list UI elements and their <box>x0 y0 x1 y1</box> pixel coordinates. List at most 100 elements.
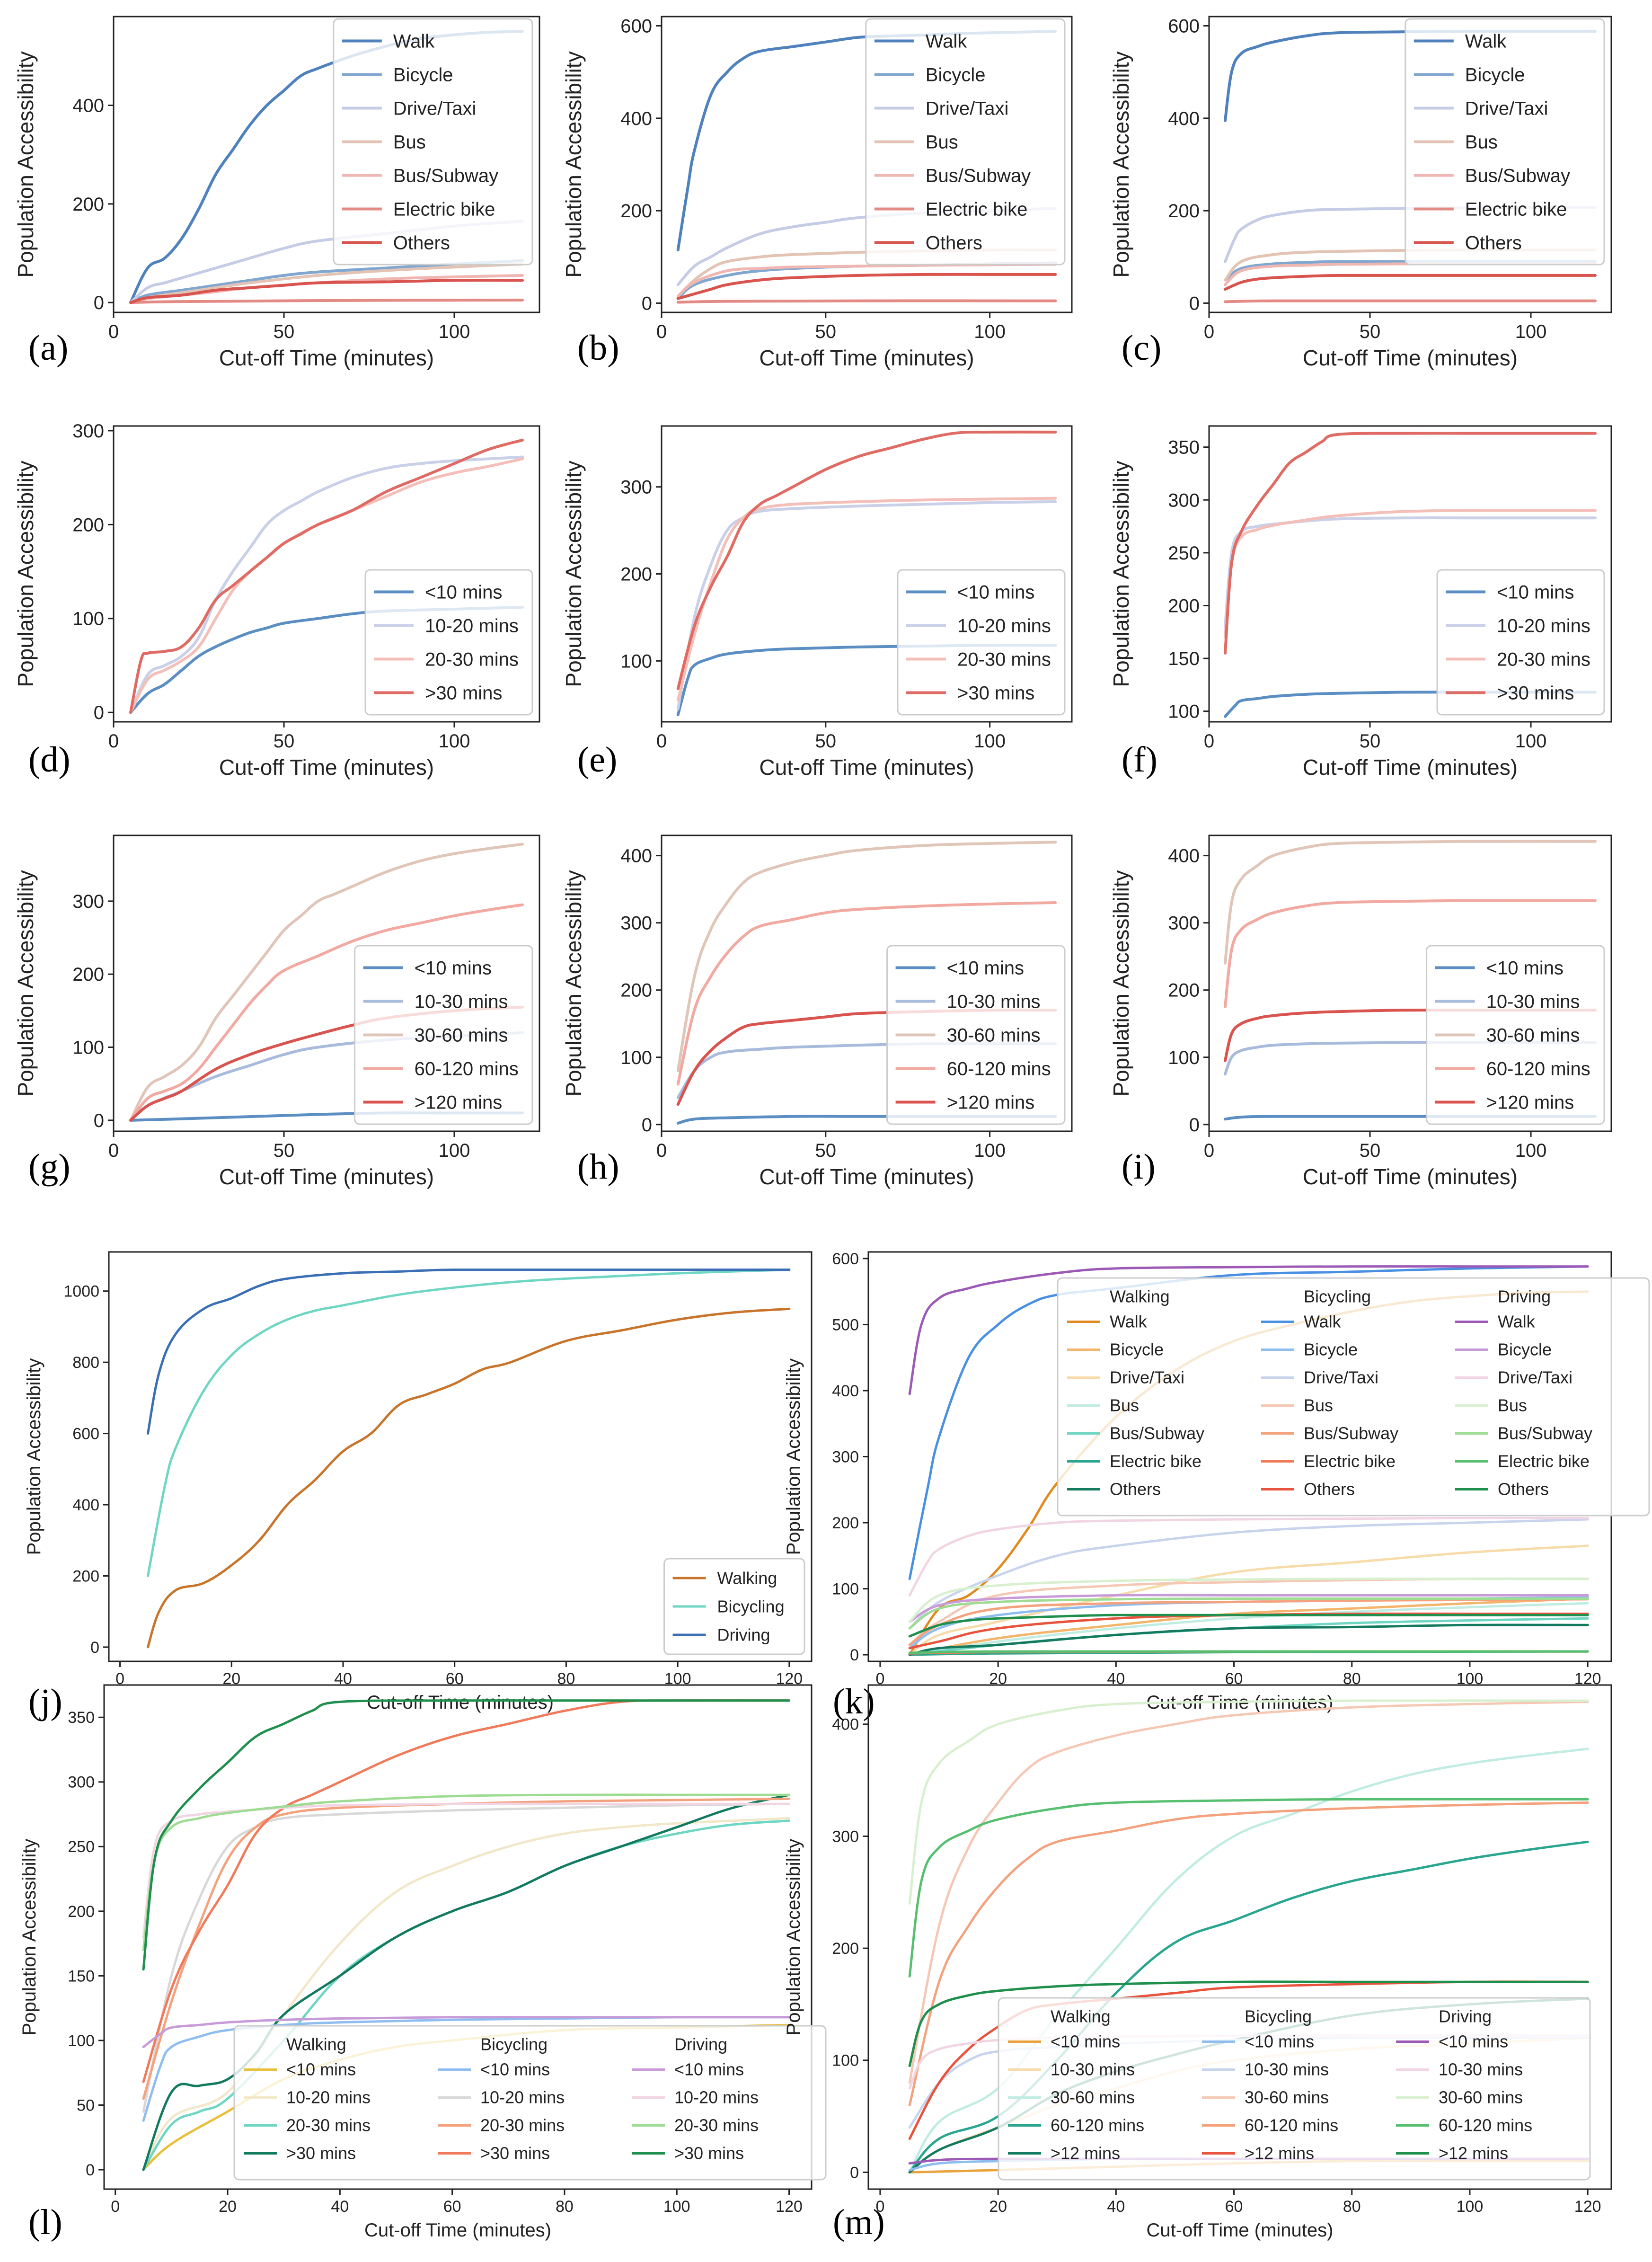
x-tick-label: 50 <box>815 1140 837 1161</box>
series-line-driving-lt-10-mins <box>142 2016 790 2049</box>
legend-group-title: Walking <box>286 2034 346 2054</box>
y-axis-label: Population Accessibility <box>19 1839 40 2036</box>
legend-entry: Walk <box>1498 1312 1536 1331</box>
y-axis-label: Population Accessibility <box>561 461 586 687</box>
y-tick-label: 300 <box>68 1774 95 1792</box>
legend-entry: 60-120 mins <box>947 1059 1051 1080</box>
legend-entry: 10-20 mins <box>480 2088 565 2107</box>
legend-box <box>1405 18 1605 266</box>
legend-entry: <10 mins <box>957 582 1034 603</box>
legend-entry: <10 mins <box>947 958 1024 979</box>
legend-entry: <10 mins <box>415 958 492 979</box>
y-tick-label: 200 <box>72 964 104 985</box>
y-axis-label: Population Accessibility <box>13 870 38 1096</box>
legend-group-title: Walking <box>1051 2006 1111 2026</box>
y-tick-label: 100 <box>72 1038 104 1058</box>
legend-entry: Walk <box>1465 31 1507 52</box>
panel-label-l: (l) <box>28 2202 62 2242</box>
legend-entry: Drive/Taxi <box>1498 1368 1572 1387</box>
series-line-walking-others <box>908 1623 1589 1656</box>
plot-frame <box>661 16 1073 313</box>
chart-panel-j: 0 20 40 60 80 100 12002004006008001000Cut-off … <box>24 1251 813 1721</box>
legend-box <box>897 569 1066 716</box>
series-line-bicycling-gt-30-mins <box>142 1699 790 2083</box>
series-line-bus-subway <box>676 263 1057 298</box>
y-tick-label: 400 <box>832 1716 859 1734</box>
plot-frame <box>1208 16 1612 313</box>
legend-group-title: Bicycling <box>1304 1286 1371 1306</box>
legend-entry: 10-30 mins <box>1245 2060 1329 2079</box>
x-tick-label: 50 <box>274 1140 295 1161</box>
series-line-others <box>1224 274 1597 291</box>
panel-label-d: (d) <box>28 740 71 780</box>
series-line-walking-gt-30-mins <box>142 1793 790 2171</box>
legend-entry: >120 mins <box>947 1092 1035 1113</box>
legend: Walk Bicycle Drive/Taxi Bus Bus/Subway Electr… <box>333 18 533 266</box>
y-tick-label: 600 <box>832 1250 859 1268</box>
y-tick-label: 350 <box>68 1709 95 1727</box>
panel-label-c: (c) <box>1122 328 1161 368</box>
x-tick-label: 100 <box>974 1140 1006 1161</box>
series-line-driving-bicycle <box>908 1594 1589 1623</box>
y-axis-label: Population Accessibility <box>783 1839 804 2036</box>
legend: <10 mins 10-20 mins 20-30 mins >30 mins <box>364 569 533 716</box>
legend-entry: Others <box>1498 1480 1549 1499</box>
legend-box <box>333 18 533 266</box>
y-tick-label: 300 <box>1168 913 1200 934</box>
x-tick-label: 100 <box>974 321 1006 342</box>
series-line-bicycling-20-30-mins <box>142 1797 790 2100</box>
x-tick-label: 50 <box>274 321 295 342</box>
y-tick-label: 250 <box>1168 543 1200 564</box>
y-tick-label: 200 <box>620 564 652 585</box>
legend-entry: 30-60 mins <box>1245 2088 1329 2107</box>
legend-entry: Bicycling <box>717 1597 785 1616</box>
series-line-30-60-mins <box>1224 840 1597 965</box>
legend-entry: Bicycle <box>926 65 986 86</box>
y-tick-label: 100 <box>832 2052 859 2070</box>
y-tick-label: 100 <box>1168 701 1200 722</box>
x-axis-label: Cut-off Time (minutes) <box>219 346 434 370</box>
x-tick-label: 0 <box>108 731 119 752</box>
series-line-driving <box>147 1268 791 1435</box>
legend: <10 mins 10-30 mins 30-60 mins 60-120 mins >… <box>886 945 1066 1125</box>
x-tick-label: 20 <box>989 2198 1007 2216</box>
x-tick-label: 100 <box>1515 1140 1547 1161</box>
x-tick-label: 0 <box>1204 731 1214 752</box>
plot-frame <box>108 1251 813 1662</box>
x-tick-label: 100 <box>974 731 1006 752</box>
legend-entry: >12 mins <box>1245 2144 1314 2163</box>
panel-label-m: (m) <box>833 2202 885 2242</box>
legend-entry: 30-60 mins <box>1439 2088 1523 2107</box>
legend-entry: 20-30 mins <box>674 2116 759 2135</box>
legend: <10 mins 10-20 mins 20-30 mins >30 mins <box>897 569 1066 716</box>
y-tick-label: 150 <box>1168 648 1200 669</box>
y-tick-label: 500 <box>832 1316 859 1334</box>
legend-entry: <10 mins <box>480 2060 550 2079</box>
legend-entry: <10 mins <box>1245 2032 1314 2051</box>
legend-entry: 20-30 mins <box>286 2116 371 2135</box>
chart-panel-a: 0 50 100 0 200 400 Cut-off Time (minutes) Popul… <box>13 16 540 370</box>
legend-entry: >30 mins <box>674 2144 744 2163</box>
legend-box <box>865 18 1066 266</box>
y-tick-label: 0 <box>850 1646 859 1664</box>
chart-panel-l: 0 20 40 60 80 100 120 0 50 100 150 200 250 300 350 Cut-… <box>19 1684 827 2242</box>
legend-box <box>998 1997 1591 2181</box>
x-tick-label: 50 <box>815 731 837 752</box>
series-line-driving-gt-30-mins <box>142 1699 790 1971</box>
series-group <box>676 430 1057 717</box>
y-tick-label: 350 <box>1168 437 1200 458</box>
series-line-electric-bike <box>129 299 524 304</box>
y-tick-label: 0 <box>642 1115 652 1135</box>
y-tick-label: 300 <box>72 891 104 912</box>
series-line-bicycling-10-20-mins <box>142 1802 790 2113</box>
legend-entry: Electric bike <box>393 199 495 220</box>
y-axis-label: Population Accessibility <box>13 461 38 687</box>
x-tick-label: 80 <box>556 2198 574 2216</box>
legend-entry: Electric bike <box>1498 1452 1590 1471</box>
legend-entry: 20-30 mins <box>425 649 519 670</box>
chart-panel-e: 0 50 100 100 200 300 Cut-off Time (minutes) Pop… <box>561 425 1073 780</box>
legend-entry: 10-20 mins <box>674 2088 759 2107</box>
legend-entry: Bicycle <box>1304 1340 1358 1359</box>
chart-panel-m: 0 20 40 60 80 100 120 0 100 200 300 400 Cut-off Time… <box>783 1684 1612 2242</box>
y-tick-label: 0 <box>1189 293 1200 314</box>
